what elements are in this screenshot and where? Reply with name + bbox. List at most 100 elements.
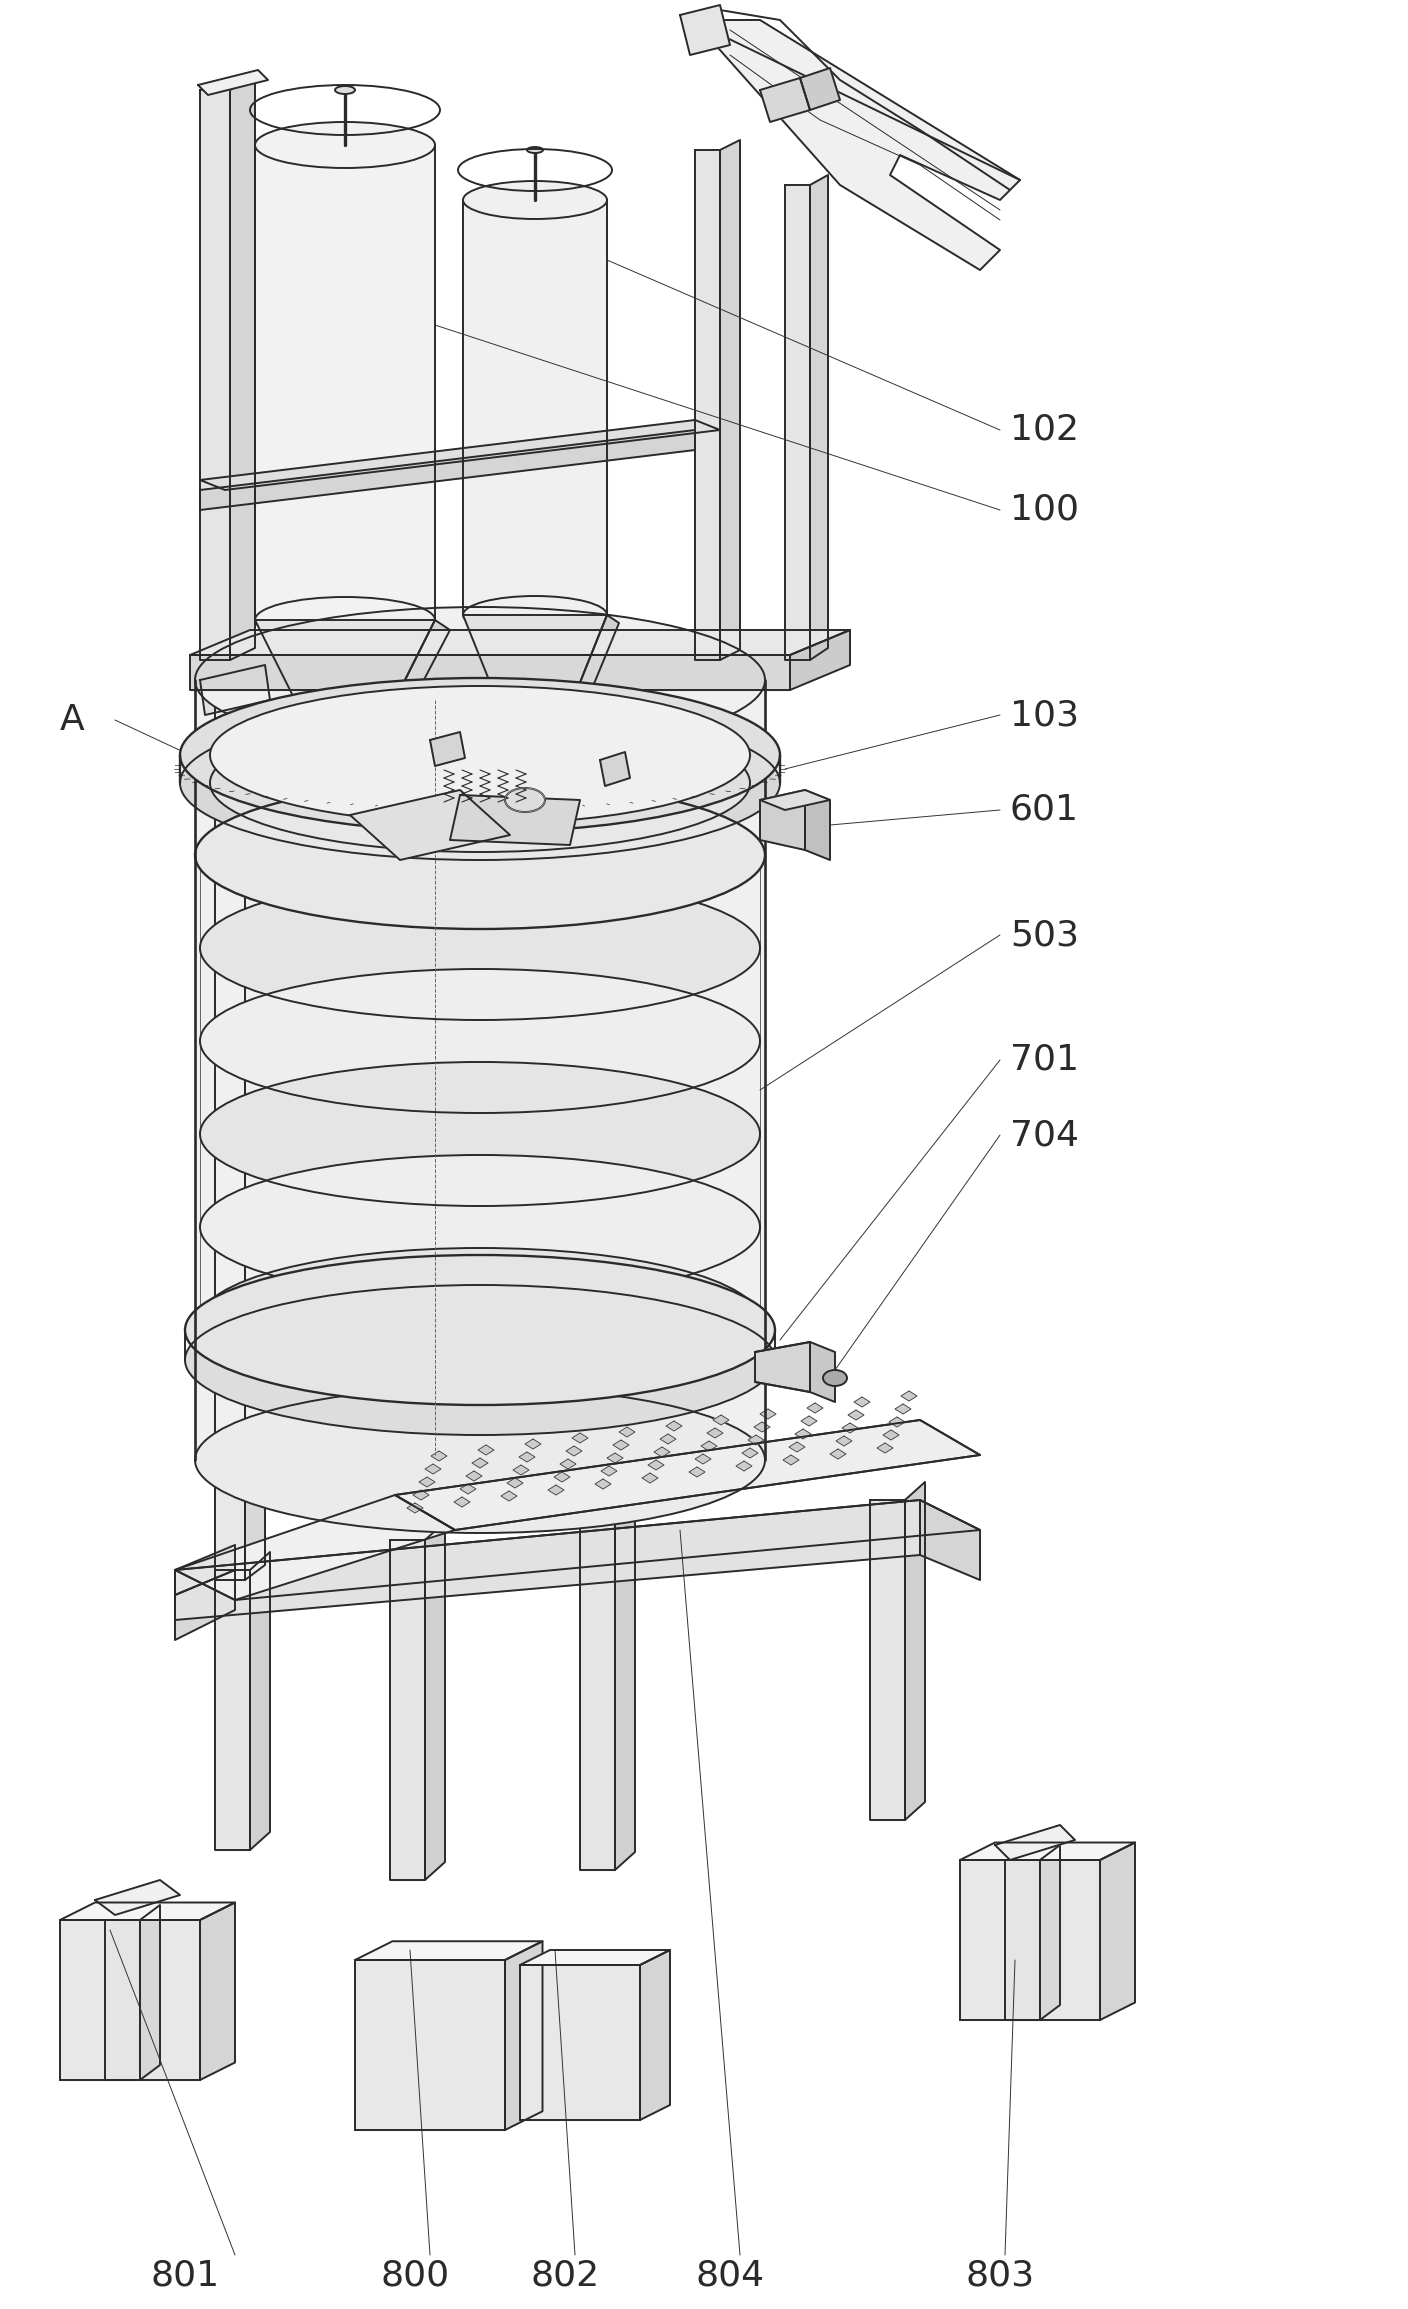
Polygon shape	[451, 794, 580, 845]
Ellipse shape	[194, 780, 765, 928]
Polygon shape	[355, 1942, 542, 1960]
Polygon shape	[431, 1450, 446, 1462]
Polygon shape	[601, 1466, 617, 1475]
Polygon shape	[175, 1570, 235, 1639]
Polygon shape	[807, 1404, 824, 1413]
Polygon shape	[505, 1942, 542, 2129]
Text: 801: 801	[151, 2258, 220, 2293]
Polygon shape	[466, 1471, 482, 1480]
Polygon shape	[245, 644, 265, 1579]
Text: 800: 800	[380, 2258, 449, 2293]
Polygon shape	[801, 1415, 817, 1427]
Polygon shape	[215, 660, 245, 1579]
Ellipse shape	[527, 148, 543, 152]
Ellipse shape	[255, 122, 435, 169]
Ellipse shape	[255, 598, 435, 642]
Polygon shape	[712, 1415, 729, 1425]
Polygon shape	[842, 1422, 857, 1434]
Ellipse shape	[210, 713, 750, 852]
Polygon shape	[755, 1342, 810, 1392]
Polygon shape	[472, 1457, 489, 1469]
Polygon shape	[701, 1441, 717, 1450]
Polygon shape	[905, 1482, 925, 1819]
Polygon shape	[883, 1429, 898, 1441]
Text: 503: 503	[1010, 919, 1079, 951]
Polygon shape	[648, 1459, 665, 1471]
Polygon shape	[94, 1880, 180, 1914]
Polygon shape	[901, 1390, 917, 1402]
Polygon shape	[877, 1443, 893, 1452]
Polygon shape	[548, 1485, 565, 1494]
Ellipse shape	[200, 783, 760, 926]
Ellipse shape	[184, 1256, 774, 1404]
Text: 601: 601	[1010, 792, 1079, 827]
Polygon shape	[742, 1448, 758, 1457]
Polygon shape	[255, 145, 435, 621]
Polygon shape	[566, 1445, 582, 1457]
Polygon shape	[200, 665, 270, 716]
Text: 802: 802	[531, 2258, 600, 2293]
Polygon shape	[61, 1903, 235, 1921]
Polygon shape	[607, 1452, 622, 1464]
Polygon shape	[666, 1420, 681, 1432]
Ellipse shape	[200, 970, 760, 1113]
Text: 701: 701	[1010, 1044, 1079, 1076]
Polygon shape	[194, 679, 765, 1459]
Polygon shape	[783, 1455, 798, 1464]
Polygon shape	[560, 1459, 576, 1469]
Polygon shape	[707, 1427, 722, 1439]
Polygon shape	[190, 630, 850, 656]
Polygon shape	[230, 79, 255, 660]
Polygon shape	[690, 21, 1019, 270]
Polygon shape	[596, 1480, 611, 1489]
Polygon shape	[199, 69, 268, 95]
Polygon shape	[501, 1492, 517, 1501]
Polygon shape	[760, 1408, 776, 1420]
Ellipse shape	[463, 180, 607, 219]
Ellipse shape	[180, 679, 780, 831]
Text: 102: 102	[1010, 413, 1079, 448]
Polygon shape	[786, 185, 810, 660]
Polygon shape	[390, 1540, 425, 1880]
Polygon shape	[796, 1429, 811, 1439]
Polygon shape	[200, 429, 696, 510]
Ellipse shape	[335, 85, 355, 95]
Polygon shape	[788, 1443, 805, 1452]
Text: 803: 803	[966, 2258, 1035, 2293]
Polygon shape	[836, 1436, 852, 1445]
Polygon shape	[251, 1552, 270, 1850]
Polygon shape	[175, 1501, 919, 1621]
Polygon shape	[960, 1861, 1100, 2020]
Polygon shape	[600, 753, 629, 785]
Polygon shape	[429, 732, 465, 767]
Polygon shape	[520, 1951, 670, 1965]
Polygon shape	[995, 1824, 1074, 1861]
Polygon shape	[760, 790, 805, 850]
Polygon shape	[255, 621, 435, 730]
Polygon shape	[620, 1427, 635, 1436]
Ellipse shape	[505, 787, 545, 813]
Polygon shape	[463, 201, 607, 614]
Polygon shape	[790, 630, 850, 690]
Polygon shape	[660, 1434, 676, 1443]
Text: 804: 804	[696, 2258, 765, 2293]
Polygon shape	[680, 5, 729, 55]
Polygon shape	[719, 141, 741, 660]
Polygon shape	[175, 1545, 235, 1596]
Text: 704: 704	[1010, 1118, 1079, 1152]
Polygon shape	[696, 1455, 711, 1464]
Polygon shape	[895, 1404, 911, 1413]
Ellipse shape	[194, 1388, 765, 1533]
Polygon shape	[1005, 1861, 1041, 2020]
Polygon shape	[175, 1501, 980, 1600]
Polygon shape	[736, 1462, 752, 1471]
Polygon shape	[407, 1503, 422, 1512]
Polygon shape	[755, 1422, 770, 1432]
Polygon shape	[61, 1921, 200, 2080]
Polygon shape	[200, 420, 719, 490]
Ellipse shape	[180, 707, 780, 859]
Polygon shape	[689, 1466, 705, 1478]
Polygon shape	[200, 1903, 235, 2080]
Polygon shape	[139, 1905, 161, 2080]
Text: A: A	[61, 702, 84, 737]
